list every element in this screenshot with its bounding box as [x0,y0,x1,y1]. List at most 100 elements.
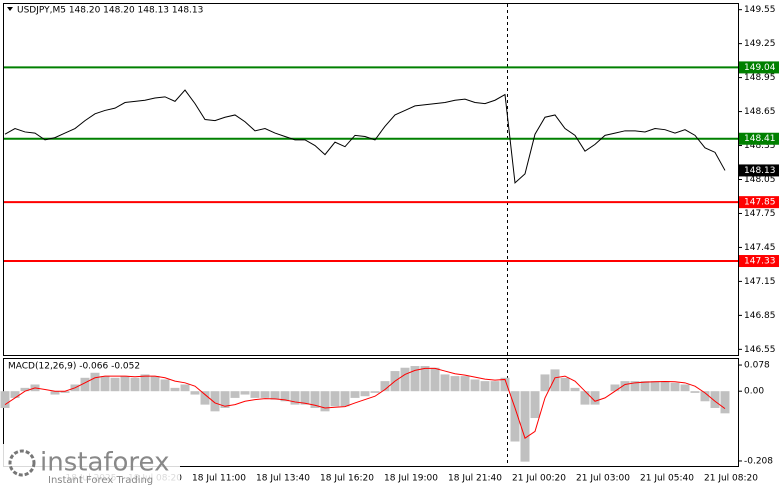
menu-arrow [7,7,13,11]
logo-bg [0,444,180,489]
price-line [4,89,726,184]
histogram-bar [670,382,680,392]
x-tick-label: 21 Jul 00:20 [512,474,566,484]
histogram-bar [710,391,720,408]
histogram-bar [340,391,350,407]
histogram-bar [410,366,420,392]
x-tick-label: 21 Jul 08:20 [704,474,758,484]
histogram-bar [230,391,240,398]
histogram-bar [590,391,600,405]
x-tick-label: 21 Jul 05:40 [640,474,694,484]
histogram-bar [310,391,320,408]
histogram-bar [180,384,190,392]
price-tag [739,132,779,145]
logo-tagline: Instant Forex Trading [48,475,153,486]
histogram-bar [660,381,670,392]
histogram-bar [720,391,730,414]
histogram-bar [350,391,360,398]
histogram-bar [60,391,70,393]
histogram-bar [460,376,470,392]
histogram-bar [520,391,530,462]
histogram-bar [270,391,280,400]
y-tick-label: 148.65 [744,107,776,117]
x-tick-label: 18 Jul 16:20 [320,474,374,484]
histogram-bar [450,376,460,392]
histogram-bar [80,377,90,392]
histogram-bar [490,381,500,392]
histogram-bar [130,377,140,392]
histogram-bar [700,391,710,402]
histogram-bar [150,376,160,392]
histogram-bar [160,379,170,392]
histogram-bar [250,391,260,398]
histogram-bar [570,387,580,392]
histogram-bar [640,381,650,392]
macd-title: MACD(12,26,9) -0.066 -0.052 [8,362,140,372]
macd-panel [3,358,739,467]
price-tag [739,61,779,74]
histogram-bar [530,391,540,419]
price-tag [739,255,779,268]
histogram-bar [560,377,570,392]
histogram-bar [470,379,480,392]
price-tag [739,196,779,209]
histogram-bar [240,391,250,395]
y-tick-label: 147.75 [744,209,776,219]
histogram-bar [90,372,100,392]
histogram-bar [690,391,700,393]
y-tick-label: 146.55 [744,345,776,355]
y-tick-label: 0.00 [744,387,764,397]
price-tag-label: 148.41 [744,134,776,144]
histogram-bar [300,391,310,405]
histogram-bar [190,391,200,395]
x-tick-label: 18 Jul 21:40 [448,474,502,484]
histogram-bar [170,387,180,392]
histogram-bar [580,391,590,405]
signal-line [4,367,726,439]
y-tick-label: 146.85 [744,311,776,321]
histogram-bar [480,381,490,392]
histogram-bar [680,384,690,392]
histogram-bar [360,391,370,397]
histogram-bar [20,387,30,392]
histogram-bar [540,374,550,392]
histogram-bar [630,381,640,392]
histogram-bar [320,391,330,412]
histogram-bar [260,391,270,398]
histogram-bar [370,391,380,393]
price-tag [739,164,779,177]
y-tick-label: 148.35 [744,141,776,151]
histogram-bar [110,377,120,392]
y-tick-label: 0.078 [744,361,770,371]
x-tick-label: 18 Jul 13:40 [256,474,310,484]
y-tick-label: -0.208 [744,456,773,466]
histogram-bar [500,377,510,392]
y-tick-label: 149.25 [744,39,776,49]
histogram-bar [220,391,230,408]
histogram-bar [280,391,290,402]
x-tick-label: 21 Jul 03:00 [576,474,630,484]
histogram-bar [290,391,300,405]
y-tick-label: 147.45 [744,243,776,253]
price-tag-label: 149.04 [744,63,776,73]
histogram-bar [650,381,660,392]
histogram-bar [0,391,10,408]
histogram-bar [120,376,130,392]
x-tick-label: 18 Jul 19:00 [384,474,438,484]
logo: instaforex Instant Forex Trading [0,444,180,489]
histogram-bar [510,391,520,442]
price-tag-label: 148.13 [744,166,776,176]
logo-text: instaforex [40,448,169,478]
histogram-bar [100,376,110,392]
histogram-bar [330,391,340,407]
x-tick-label: 18 Jul 11:00 [192,474,246,484]
histogram-bar [430,367,440,392]
price-title: USDJPY,M5 148.20 148.20 148.13 148.13 [17,6,203,16]
y-tick-label: 149.55 [744,5,776,15]
y-tick-label: 147.15 [744,277,776,287]
histogram-bar [550,369,560,392]
histogram-bar [440,374,450,392]
histogram-bar [400,367,410,392]
